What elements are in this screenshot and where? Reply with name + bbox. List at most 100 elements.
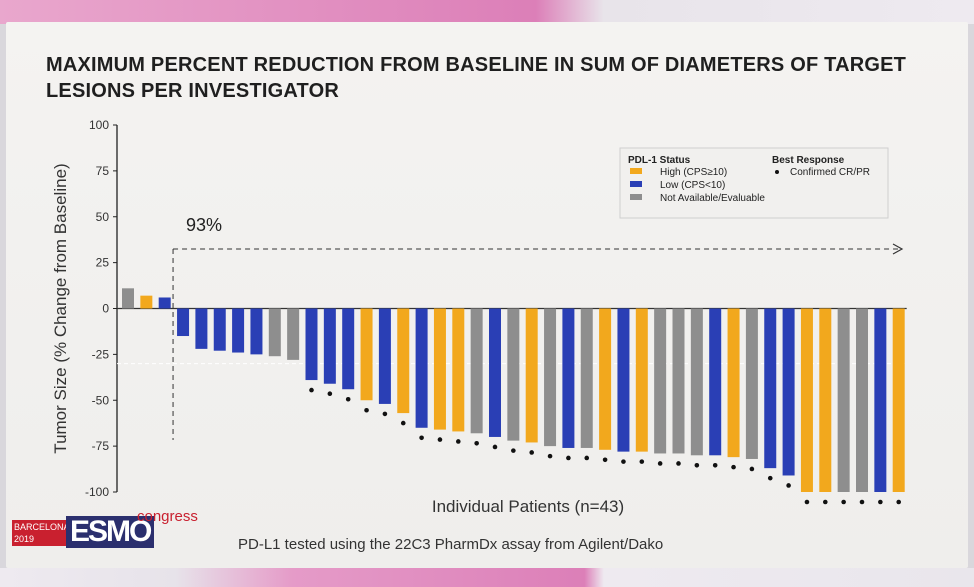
- bar-patient-38: [800, 308, 813, 492]
- y-tick-label: -25: [92, 347, 110, 361]
- response-dot-20: [474, 440, 479, 446]
- bar-patient-7: [232, 308, 245, 353]
- y-axis-label: Tumor Size (% Change from Baseline): [51, 163, 70, 453]
- response-dot-32: [694, 463, 700, 468]
- logo-suffix: congress: [137, 508, 198, 525]
- response-dot-36: [767, 475, 773, 481]
- bar-patient-10: [287, 308, 300, 360]
- top-decor-band: [0, 0, 974, 24]
- response-dot-39: [823, 499, 828, 505]
- response-dot-22: [511, 448, 516, 453]
- bar-patient-17: [415, 308, 428, 428]
- legend-label-na: Not Available/Evaluable: [660, 193, 765, 204]
- response-dot-27: [602, 457, 608, 463]
- bar-patient-29: [635, 308, 648, 452]
- logo-year: 2019: [14, 534, 35, 544]
- response-dot-38: [804, 499, 810, 505]
- bar-patient-37: [782, 308, 795, 476]
- bar-patient-41: [856, 308, 868, 492]
- y-tick-label: -50: [92, 393, 110, 407]
- axis-layer: 100 75 50 25 0 -25 -50 -75 -100 Tumor Size (% Cha…: [51, 118, 907, 516]
- bar-patient-27: [599, 308, 612, 450]
- response-dot-23: [529, 450, 534, 455]
- response-dot-41: [859, 499, 865, 505]
- bar-patient-26: [580, 308, 593, 448]
- bar-patient-32: [690, 308, 703, 456]
- response-dot-31: [676, 461, 681, 466]
- response-dot-25: [566, 455, 571, 461]
- bar-patient-14: [360, 308, 373, 401]
- response-dot-14: [364, 407, 369, 413]
- legend: PDL-1 Status Best Response High (CPS≥10) Lo…: [619, 147, 889, 219]
- y-tick-label: -75: [92, 439, 110, 453]
- response-dot-40: [841, 499, 846, 505]
- annotation-label: 93%: [186, 215, 222, 235]
- response-dot-12: [327, 391, 333, 397]
- bar-patient-25: [562, 308, 575, 448]
- response-dot-18: [437, 437, 443, 442]
- bar-patient-23: [525, 308, 538, 443]
- slide-title: MAXIMUM PERCENT REDUCTION FROM BASELINE …: [46, 52, 926, 104]
- bar-patient-4: [177, 308, 190, 337]
- bar-patient-13: [342, 308, 355, 390]
- bar-patient-12: [323, 308, 336, 384]
- legend-label-low: Low (CPS<10): [660, 180, 725, 191]
- response-dot-43: [896, 499, 901, 505]
- legend-swatch-low: [630, 181, 642, 187]
- bar-patient-33: [709, 308, 722, 456]
- annotation-arrowhead: [892, 243, 904, 255]
- assay-footnote: PD-L1 tested using the 22C3 PharmDx assa…: [238, 536, 664, 553]
- legend-response-label: Confirmed CR/PR: [790, 167, 870, 178]
- response-dot-11: [309, 387, 314, 393]
- bar-patient-24: [544, 308, 557, 447]
- bar-patient-8: [250, 308, 263, 355]
- response-dot-15: [382, 411, 388, 417]
- annotation-layer: 93%: [172, 215, 904, 440]
- response-dot-layer: [309, 387, 901, 505]
- bar-patient-16: [397, 308, 410, 414]
- y-tick-label: 50: [96, 210, 110, 224]
- bar-patient-6: [213, 308, 226, 351]
- bar-patient-43: [892, 308, 905, 492]
- title-line-2: LESIONS PER INVESTIGATOR: [46, 80, 339, 102]
- response-dot-30: [657, 461, 663, 466]
- title-line-1: MAXIMUM PERCENT REDUCTION FROM BASELINE …: [46, 54, 907, 76]
- bar-patient-30: [654, 308, 667, 454]
- legend-label-high: High (CPS≥10): [660, 167, 727, 178]
- legend-status-title: PDL-1 Status: [628, 155, 691, 166]
- esmo-logo: BARCELONA 2019 ESMO congress: [12, 508, 202, 550]
- bar-patient-28: [617, 308, 630, 452]
- y-tick-label: -100: [85, 485, 109, 499]
- bar-patient-3: [158, 297, 171, 309]
- y-tick-label: 75: [96, 164, 110, 178]
- response-dot-34: [731, 464, 736, 470]
- response-dot-37: [786, 483, 791, 488]
- legend-swatch-na: [630, 194, 642, 200]
- bar-patient-11: [305, 308, 318, 381]
- bar-patient-1: [122, 288, 134, 309]
- response-dot-21: [492, 444, 498, 450]
- bar-patient-34: [727, 308, 740, 458]
- bar-patient-22: [507, 308, 520, 441]
- bar-patient-42: [874, 308, 887, 492]
- y-tick-label: 25: [96, 256, 110, 270]
- bar-patient-2: [140, 295, 153, 309]
- legend-response-dot: [775, 170, 779, 174]
- bar-patient-21: [489, 308, 501, 437]
- bar-patient-31: [672, 308, 685, 454]
- legend-box: [619, 147, 889, 219]
- bar-patient-39: [819, 308, 832, 492]
- y-tick-label: 100: [89, 118, 109, 132]
- legend-swatch-high: [630, 168, 642, 174]
- response-dot-42: [878, 499, 883, 505]
- bottom-decor-band: [0, 568, 974, 587]
- bar-patient-9: [268, 308, 281, 357]
- response-dot-26: [584, 455, 590, 461]
- logo-city-badge: BARCELONA 2019: [12, 520, 70, 546]
- legend-response-title: Best Response: [772, 155, 845, 166]
- bar-patient-15: [378, 308, 391, 404]
- x-axis-label: Individual Patients (n=43): [432, 497, 624, 516]
- bar-patient-19: [452, 308, 465, 432]
- bar-patient-35: [745, 308, 758, 459]
